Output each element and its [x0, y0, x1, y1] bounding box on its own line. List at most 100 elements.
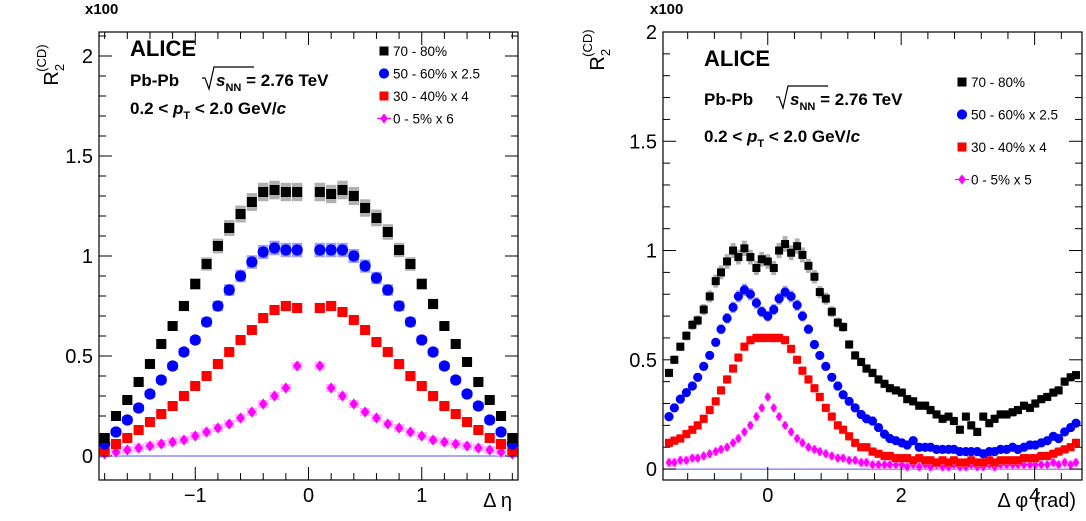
data-point [850, 403, 860, 413]
legend-label: 30 - 40% x 4 [971, 140, 1047, 155]
data-point [706, 449, 714, 459]
data-point [292, 303, 303, 313]
x-tick-label: 0 [303, 485, 314, 507]
data-point [921, 460, 929, 470]
data-point [955, 458, 964, 467]
y-multiplier: x100 [85, 1, 118, 18]
data-point [428, 299, 439, 309]
data-point [827, 307, 836, 316]
data-point [682, 455, 690, 465]
data-point [751, 298, 762, 308]
data-point [885, 384, 894, 393]
data-point [259, 398, 268, 410]
data-point [886, 460, 894, 470]
data-point [1054, 447, 1063, 456]
data-point [314, 244, 326, 256]
legend-label: 50 - 60% x 2.5 [393, 67, 480, 82]
data-point [372, 412, 381, 424]
data-point [990, 414, 999, 423]
data-point [167, 401, 178, 411]
data-point [145, 440, 155, 452]
data-point [404, 316, 417, 328]
data-point [472, 400, 484, 412]
data-point [359, 260, 371, 272]
data-point [451, 438, 460, 450]
data-point [967, 421, 976, 430]
legend-marker [957, 77, 967, 87]
data-point [1037, 451, 1046, 460]
data-point [155, 374, 167, 386]
data-point [257, 246, 269, 258]
data-point [348, 315, 359, 325]
data-point [123, 444, 132, 456]
data-point [834, 453, 842, 463]
legend-entry: 0 - 5% x 5 [955, 173, 1032, 188]
data-point [716, 324, 726, 334]
data-point [927, 462, 934, 472]
data-point [949, 416, 958, 425]
data-point [496, 411, 507, 421]
data-point [711, 277, 720, 286]
series-1 [99, 240, 518, 450]
data-point [325, 244, 337, 256]
data-point [133, 377, 144, 387]
data-point [867, 416, 878, 426]
data-point [839, 323, 848, 332]
data-point [144, 388, 156, 400]
data-point [394, 359, 405, 369]
data-point [1071, 438, 1080, 447]
data-point [281, 382, 291, 394]
data-point [438, 360, 450, 372]
data-point [740, 427, 748, 437]
data-point [348, 250, 360, 262]
data-point [979, 458, 988, 467]
plot-area [664, 236, 1081, 472]
y-tick-label: 1.5 [629, 131, 657, 153]
data-point [851, 351, 860, 360]
data-point [167, 360, 179, 372]
data-point [189, 334, 201, 346]
data-point [939, 462, 947, 472]
data-point [224, 347, 235, 357]
data-point [1031, 460, 1039, 470]
data-point [495, 426, 507, 438]
legend-entry: 50 - 60% x 2.5 [378, 67, 480, 82]
data-point [921, 401, 930, 410]
data-point [770, 403, 778, 413]
data-point [699, 414, 708, 423]
series-1 [664, 283, 1081, 459]
data-point [763, 257, 772, 266]
plot-area [99, 180, 518, 460]
x-axis-label: Δ φ (rad) [997, 490, 1076, 512]
data-point [121, 414, 133, 426]
legend-entry: 70 - 80% [379, 44, 447, 59]
data-point [326, 382, 336, 394]
data-point [144, 417, 155, 427]
data-point [903, 462, 911, 472]
y-axis-label: R2(CD) [580, 29, 613, 70]
data-point [792, 300, 802, 310]
legend-label: 70 - 80% [971, 75, 1025, 90]
data-point [769, 264, 778, 273]
data-point [810, 272, 819, 281]
x-tick-label: 0 [762, 485, 773, 507]
data-point [416, 381, 427, 391]
legend-entry: 0 - 5% x 6 [377, 112, 454, 127]
data-point [909, 456, 918, 465]
data-point [868, 447, 877, 456]
data-point [775, 246, 784, 255]
data-point [804, 261, 813, 270]
data-point [844, 396, 854, 406]
data-point [688, 320, 697, 329]
data-point [360, 406, 370, 418]
data-point [758, 403, 766, 413]
data-point [991, 462, 999, 472]
data-point [764, 392, 772, 402]
data-point [394, 245, 405, 255]
data-point [944, 412, 953, 421]
data-point [201, 371, 212, 381]
data-point [428, 434, 438, 446]
data-point [787, 427, 795, 437]
data-point [926, 406, 935, 415]
data-point [213, 422, 223, 434]
